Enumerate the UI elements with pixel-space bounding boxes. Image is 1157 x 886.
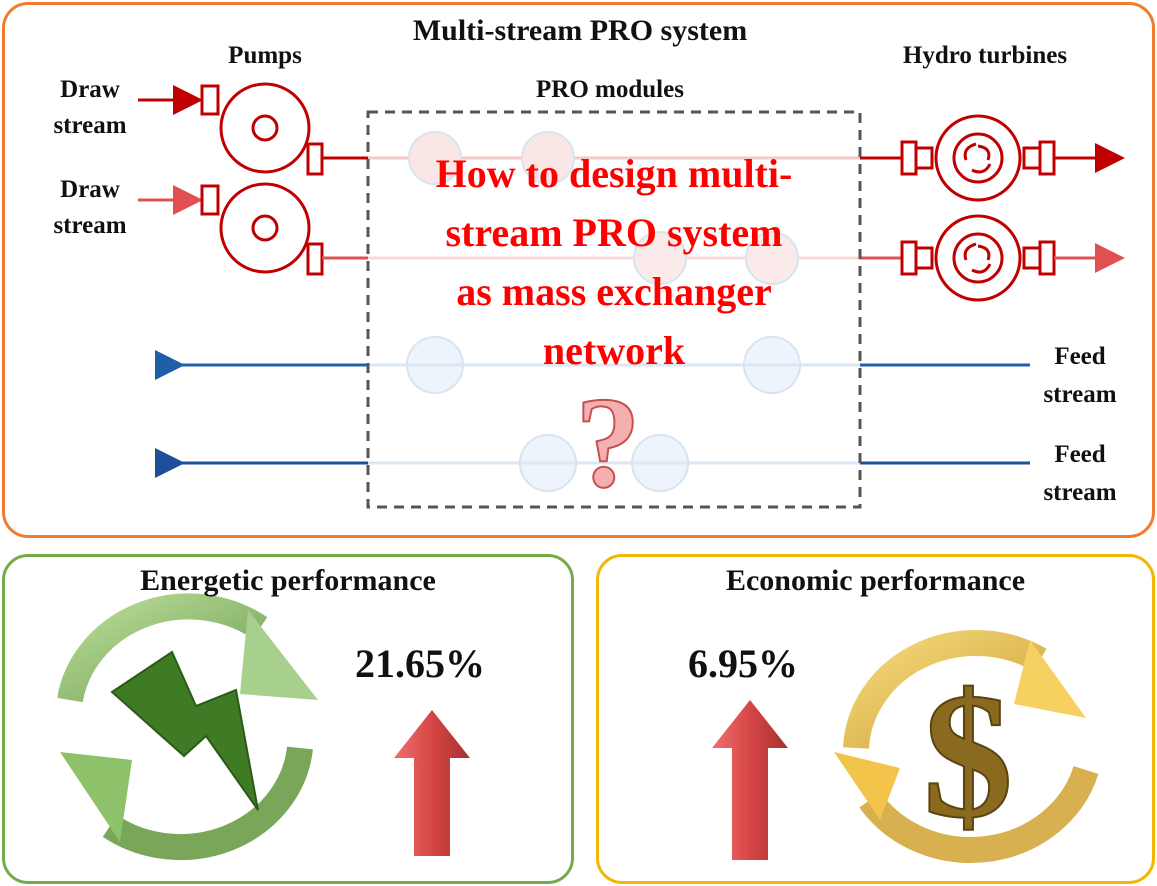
draw-stream-label: Draw stream [53,176,127,239]
lightning-cycle-icon [57,593,318,861]
economic-title: Economic performance [725,564,1026,597]
question-mark-icon: ? [576,371,641,515]
feed-stream-label: Feed stream [1043,343,1117,408]
system-title: Multi-stream PRO system [412,14,748,47]
draw-stream-arrow [138,85,203,215]
hydro-turbines-label: Hydro turbines [902,42,1068,69]
pump-icon [200,82,324,276]
design-question: How to design multi- stream PRO system a… [435,151,793,373]
dollar-cycle-icon: $ [834,630,1099,863]
pumps-label: Pumps [228,42,302,69]
up-arrow-icon [394,710,470,856]
pro-modules-box [366,110,862,509]
economic-value: 6.95% [688,641,798,686]
energetic-value: 21.65% [355,641,485,686]
turbine-icon [900,114,1056,302]
draw-stream-label: Draw stream [53,76,127,139]
up-arrow-icon [712,700,788,860]
feed-stream-label: Feed stream [1043,441,1117,506]
energetic-performance-panel [2,554,574,884]
energetic-title: Energetic performance [140,564,436,597]
pro-modules-label: PRO modules [536,76,684,103]
svg-text:$: $ [923,656,1013,855]
